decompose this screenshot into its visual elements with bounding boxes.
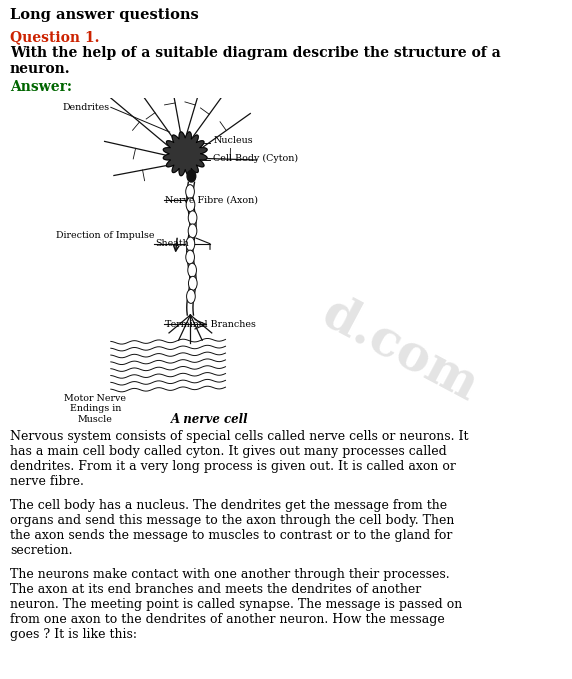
Ellipse shape — [186, 185, 194, 198]
Ellipse shape — [186, 289, 195, 304]
Text: Cell Body (Cyton): Cell Body (Cyton) — [213, 153, 298, 163]
Text: Sheath: Sheath — [156, 239, 189, 249]
Text: Long answer questions: Long answer questions — [10, 8, 198, 22]
Ellipse shape — [188, 211, 197, 225]
Ellipse shape — [187, 170, 196, 182]
Text: Dendrites: Dendrites — [62, 103, 109, 111]
Text: The cell body has a nucleus. The dendrites get the message from the
organs and s: The cell body has a nucleus. The dendrit… — [10, 499, 454, 557]
Text: With the help of a suitable diagram describe the structure of a
neuron.: With the help of a suitable diagram desc… — [10, 46, 500, 76]
Ellipse shape — [186, 198, 195, 212]
Ellipse shape — [186, 250, 194, 264]
Text: Nervous system consists of special cells called nerve cells or neurons. It
has a: Nervous system consists of special cells… — [10, 430, 468, 488]
Polygon shape — [163, 132, 207, 176]
Text: Nucleus: Nucleus — [213, 136, 253, 145]
Text: Answer:: Answer: — [10, 80, 72, 94]
Text: Direction of Impulse: Direction of Impulse — [55, 232, 154, 240]
Text: Terminal Branches: Terminal Branches — [165, 320, 256, 329]
Text: Nerve Fibre (Axon): Nerve Fibre (Axon) — [165, 196, 258, 205]
Text: Question 1.: Question 1. — [10, 30, 100, 44]
Text: Motor Nerve
Endings in
Muscle: Motor Nerve Endings in Muscle — [64, 394, 126, 424]
Text: A nerve cell: A nerve cell — [171, 413, 249, 426]
Ellipse shape — [188, 224, 197, 238]
Ellipse shape — [186, 237, 194, 251]
Text: The neurons make contact with one another through their processes.
The axon at i: The neurons make contact with one anothe… — [10, 568, 462, 641]
Ellipse shape — [189, 276, 197, 291]
Ellipse shape — [188, 263, 196, 277]
Text: d.com: d.com — [314, 289, 486, 411]
